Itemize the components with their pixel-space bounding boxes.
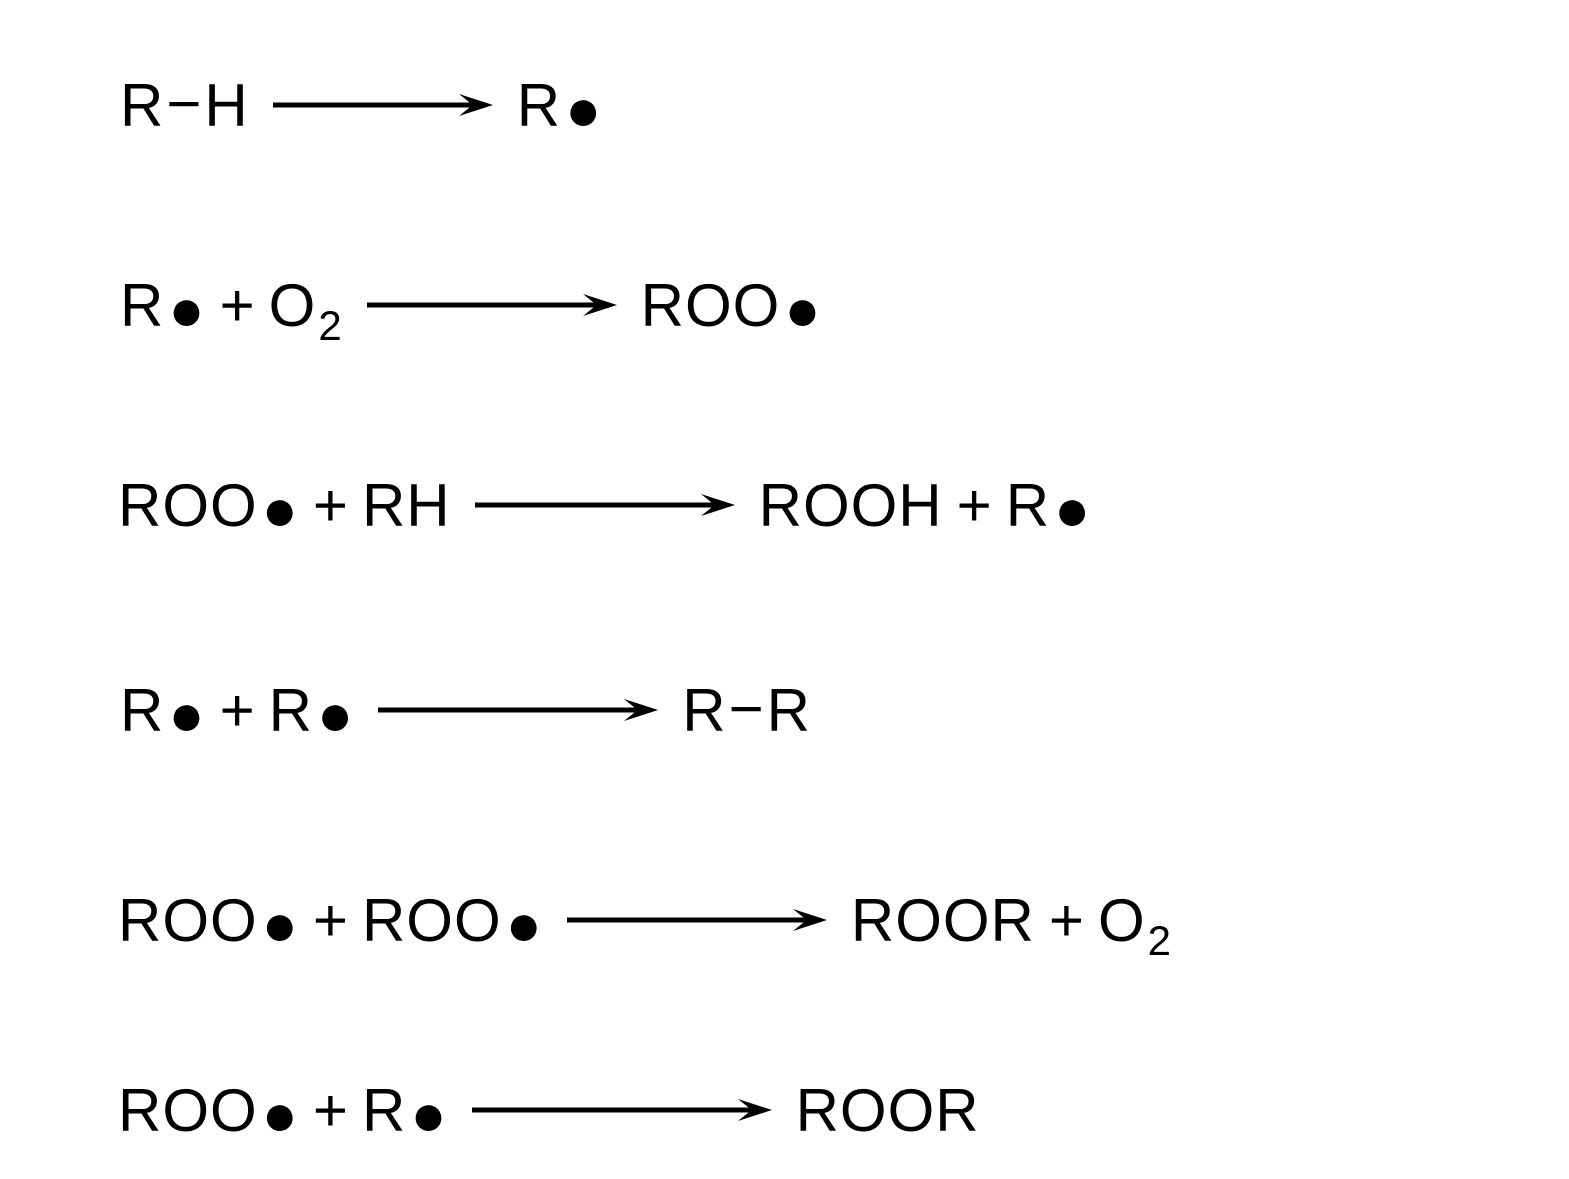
reaction-arrow (273, 90, 493, 120)
reactants: R●+O2 (120, 271, 343, 340)
reaction-arrow-icon (567, 905, 827, 935)
radical-dot-icon: ● (784, 275, 821, 344)
reaction-arrow-icon (475, 490, 735, 520)
reaction-arrow (475, 490, 735, 520)
species: R● (1006, 471, 1092, 540)
reactants: ROO●+R● (118, 1076, 448, 1145)
species: RH (362, 471, 451, 540)
species: ROOR (851, 886, 1035, 955)
reaction-arrow-icon (273, 90, 493, 120)
reaction-arrow (367, 290, 617, 320)
plus-operator: + (220, 271, 255, 340)
reaction-arrow (378, 695, 658, 725)
species: O2 (269, 271, 343, 340)
reaction-arrow-icon (367, 290, 617, 320)
species: R● (120, 676, 206, 745)
reactants: R−H (120, 71, 249, 140)
reaction-termination-3: ROO●+R● ROOR (118, 1060, 980, 1160)
reaction-arrow (567, 905, 827, 935)
species: R−H (120, 71, 249, 140)
reactants: R●+R● (120, 676, 354, 745)
reaction-arrow (472, 1095, 772, 1125)
plus-operator: + (313, 1076, 348, 1145)
radical-dot-icon: ● (1054, 475, 1091, 544)
radical-dot-icon: ● (262, 475, 299, 544)
species: ROO● (362, 886, 543, 955)
plus-operator: + (957, 471, 992, 540)
species: ROOR (796, 1076, 980, 1145)
plus-operator: + (1049, 886, 1084, 955)
products: ROO● (641, 271, 822, 340)
species: ROO● (118, 471, 299, 540)
reactants: ROO●+ROO● (118, 886, 543, 955)
reaction-propagation-2: ROO●+RHROOH+R● (118, 455, 1091, 555)
reaction-arrow-icon (378, 695, 658, 725)
radical-dot-icon: ● (262, 1080, 299, 1149)
species: R−R (682, 676, 811, 745)
reaction-arrow-icon (472, 1095, 772, 1125)
species: R● (120, 271, 206, 340)
radical-dot-icon: ● (168, 680, 205, 749)
plus-operator: + (313, 886, 348, 955)
species: R● (269, 676, 355, 745)
subscript: 2 (318, 302, 342, 350)
products: ROOR (796, 1076, 980, 1145)
reaction-initiation: R−H R● (120, 55, 602, 155)
radical-dot-icon: ● (410, 1080, 447, 1149)
radical-dot-icon: ● (168, 275, 205, 344)
radical-dot-icon: ● (506, 890, 543, 959)
bond: − (166, 69, 202, 138)
bond: − (729, 674, 765, 743)
reaction-scheme: R−HR●R●+O2ROO●ROO●+RHROOH+R●R●+R●R−RROO●… (0, 0, 1569, 1179)
plus-operator: + (313, 471, 348, 540)
radical-dot-icon: ● (262, 890, 299, 959)
species: ROO● (118, 1076, 299, 1145)
reaction-termination-2: ROO●+ROO●ROOR+O2 (118, 870, 1172, 970)
radical-dot-icon: ● (565, 75, 602, 144)
reactants: ROO●+RH (118, 471, 451, 540)
reaction-propagation-1: R●+O2 ROO● (120, 255, 822, 355)
species: ROO● (641, 271, 822, 340)
products: R● (517, 71, 603, 140)
species: O2 (1098, 886, 1172, 955)
products: R−R (682, 676, 811, 745)
subscript: 2 (1148, 917, 1172, 965)
radical-dot-icon: ● (317, 680, 354, 749)
products: ROOR+O2 (851, 886, 1172, 955)
species: ROO● (118, 886, 299, 955)
species: R● (517, 71, 603, 140)
species: ROOH (759, 471, 943, 540)
plus-operator: + (220, 676, 255, 745)
species: R● (362, 1076, 448, 1145)
reaction-termination-1: R●+R● R−R (120, 660, 811, 760)
products: ROOH+R● (759, 471, 1092, 540)
